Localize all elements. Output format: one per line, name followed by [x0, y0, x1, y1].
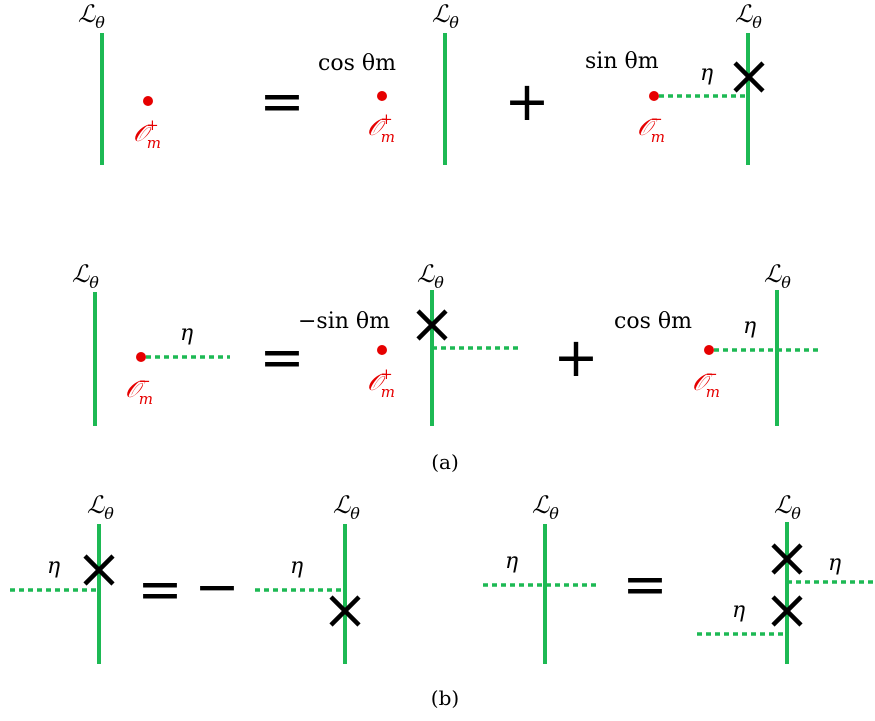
line-label: ℒθ: [735, 0, 762, 32]
equals-sign: =: [259, 70, 304, 133]
coefficient-cos: cos θm: [614, 309, 692, 334]
operator-point: [649, 91, 659, 101]
line-label: ℒθ: [417, 260, 444, 292]
eta-label: η: [700, 61, 713, 86]
operator-point: [377, 345, 387, 355]
operator-point: [704, 345, 714, 355]
plus-sign: +: [504, 70, 549, 133]
cross-mark-icon: [416, 309, 448, 341]
line-label: ℒθ: [78, 0, 105, 32]
panel-a-row2: ℒθ η 𝒪− m = −sin θm 𝒪+ m ℒθ + cos θm η 𝒪− m…: [72, 260, 822, 426]
cross-mark-icon: [771, 543, 803, 575]
line-label: ℒθ: [774, 491, 801, 523]
eta-label: η: [290, 554, 303, 579]
panel-a-row1: ℒθ 𝒪+ m = cos θm 𝒪+ m ℒθ + sin θm η 𝒪− m ℒθ: [78, 0, 765, 165]
operator-point: [377, 91, 387, 101]
line-label: ℒθ: [532, 491, 559, 523]
operator-label: 𝒪− m: [125, 372, 153, 408]
line-label: ℒθ: [72, 260, 99, 292]
eta-label: η: [732, 598, 745, 623]
eta-label: η: [505, 549, 518, 574]
eta-label: η: [828, 551, 841, 576]
equals-sign: =: [259, 326, 304, 389]
operator-label: 𝒪− m: [692, 365, 720, 401]
eta-label: η: [180, 321, 193, 346]
line-label: ℒθ: [333, 491, 360, 523]
caption-a: (a): [431, 450, 459, 474]
cross-mark-icon: [83, 554, 115, 586]
equals-sign: =: [622, 553, 667, 616]
line-label: ℒθ: [432, 0, 459, 32]
operator-label: 𝒪+ m: [367, 365, 395, 401]
cross-mark-icon: [771, 595, 803, 627]
coefficient-neg-sin: −sin θm: [298, 309, 390, 334]
eta-label: η: [47, 554, 60, 579]
equals-sign: =: [137, 558, 182, 621]
operator-label: 𝒪− m: [637, 110, 665, 146]
operator-point: [136, 352, 146, 362]
plus-sign: +: [553, 326, 598, 389]
coefficient-cos: cos θm: [318, 51, 396, 76]
cross-mark-icon: [329, 595, 361, 627]
minus-sign: −: [194, 555, 239, 618]
operator-label: 𝒪+ m: [133, 116, 161, 152]
panel-b: η ℒθ = − η ℒθ η ℒθ = ℒθ η: [10, 491, 875, 664]
cross-mark-icon: [733, 61, 765, 93]
line-label: ℒθ: [87, 491, 114, 523]
operator-label: 𝒪+ m: [367, 110, 395, 146]
line-label: ℒθ: [764, 260, 791, 292]
eta-label: η: [743, 314, 756, 339]
coefficient-sin: sin θm: [585, 49, 659, 74]
operator-point: [143, 96, 153, 106]
caption-b: (b): [431, 686, 459, 710]
